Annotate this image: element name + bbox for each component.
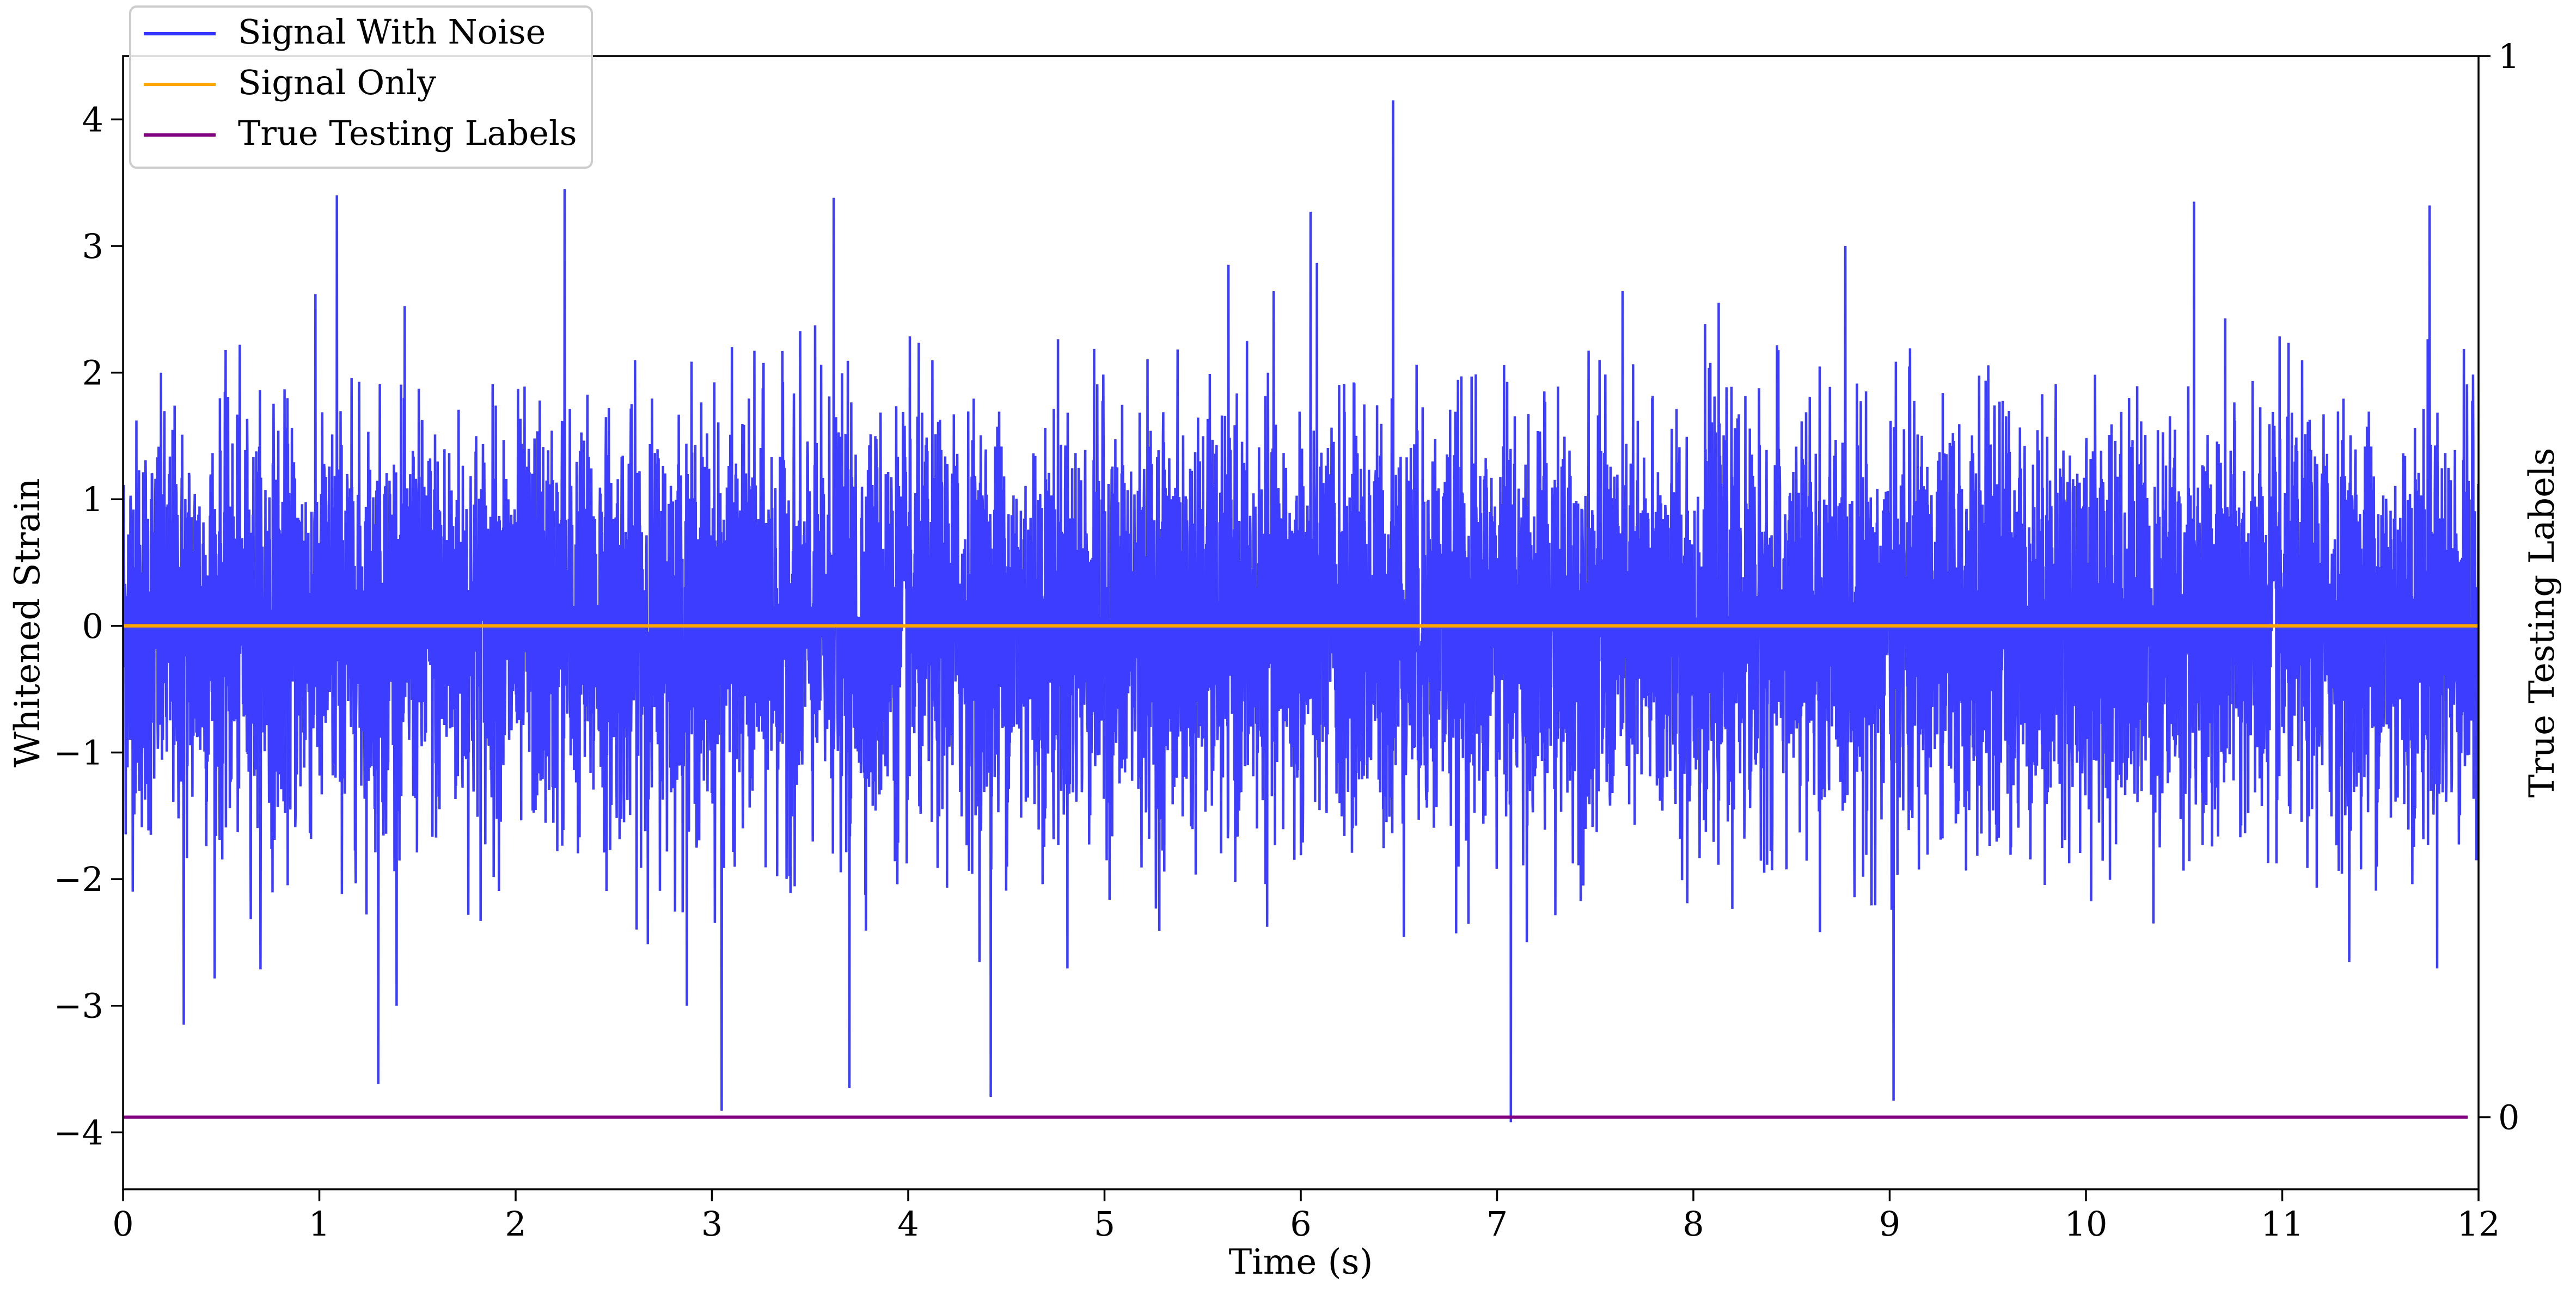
x-tick-label: 11 bbox=[2261, 1204, 2304, 1244]
x-tick-label: 6 bbox=[1290, 1204, 1311, 1244]
y-tick-label: −1 bbox=[54, 733, 103, 772]
x-tick-label: 2 bbox=[505, 1204, 526, 1244]
y-tick-label: 0 bbox=[82, 606, 103, 646]
y-tick-label: 3 bbox=[82, 226, 103, 266]
x-tick-label: 5 bbox=[1094, 1204, 1115, 1244]
y-tick-label: 1 bbox=[82, 480, 103, 519]
y-right-axis-label: True Testing Labels bbox=[2522, 448, 2562, 798]
x-tick-label: 1 bbox=[309, 1204, 330, 1244]
x-tick-label: 0 bbox=[112, 1204, 133, 1244]
legend-label-true-testing-labels: True Testing Labels bbox=[238, 113, 577, 153]
x-tick-label: 3 bbox=[701, 1204, 723, 1244]
y-tick-label: −3 bbox=[54, 986, 103, 1026]
x-tick-label: 10 bbox=[2065, 1204, 2108, 1244]
y-tick-label: −4 bbox=[54, 1113, 103, 1152]
x-axis-label: Time (s) bbox=[1229, 1242, 1373, 1282]
x-tick-label: 4 bbox=[897, 1204, 919, 1244]
y-right-tick-label: 1 bbox=[2498, 36, 2519, 76]
x-tick-label: 8 bbox=[1682, 1204, 1704, 1244]
legend-frame bbox=[129, 5, 593, 169]
legend-label-signal-with-noise: Signal With Noise bbox=[238, 12, 546, 52]
x-tick-label: 7 bbox=[1486, 1204, 1508, 1244]
series-line-signal-with-noise bbox=[123, 100, 2479, 1122]
y-right-tick-label: 0 bbox=[2498, 1097, 2519, 1137]
y-tick-label: −2 bbox=[54, 859, 103, 899]
y-tick-label: 2 bbox=[82, 353, 103, 393]
x-tick-label: 9 bbox=[1879, 1204, 1900, 1244]
legend: Signal With Noise Signal Only True Testi… bbox=[129, 5, 593, 169]
y-axis-label: Whitened Strain bbox=[8, 478, 48, 767]
legend-label-signal-only: Signal Only bbox=[238, 63, 436, 102]
y-tick-label: 4 bbox=[82, 100, 103, 139]
x-tick-label: 12 bbox=[2457, 1204, 2500, 1244]
